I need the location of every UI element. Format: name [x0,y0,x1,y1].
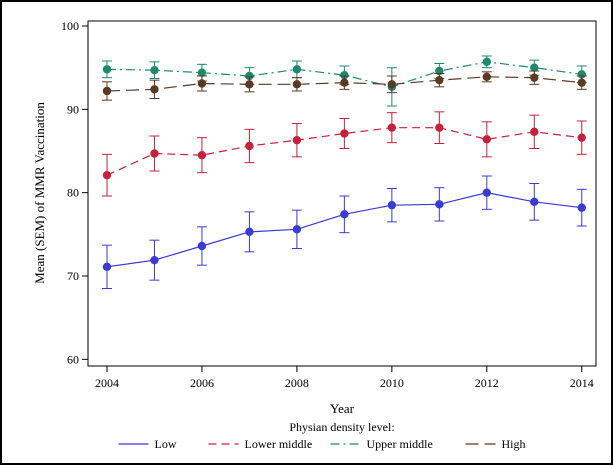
data-point [150,255,159,265]
data-point [435,75,444,85]
data-point [482,135,492,144]
x-tick-label: 2012 [475,376,499,390]
data-point [530,197,539,207]
plot-area [87,20,597,367]
data-point [197,68,207,77]
series-high [101,70,587,101]
series-line [106,61,582,88]
data-point [530,63,539,72]
data-point [530,127,539,137]
series-lower-middle [101,111,587,197]
data-point [245,71,254,81]
data-point [530,73,539,82]
data-point [102,262,112,272]
x-tick-label: 2008 [285,376,309,390]
y-axis: 60 70 80 90 100 [61,19,88,366]
legend-title: Physian density level: [289,420,394,434]
data-point [150,85,159,94]
legend: Low Lower middle Upper middle High [118,437,526,451]
data-point [197,150,207,160]
data-point [292,65,302,74]
data-point [292,135,302,145]
y-tick-label: 70 [67,269,79,283]
data-point [197,79,207,88]
data-point [387,80,397,89]
y-tick-label: 100 [61,19,79,33]
x-axis-title: Year [330,401,355,416]
data-point [340,78,349,87]
legend-item: High [465,437,526,451]
x-tick-label: 2004 [95,376,119,390]
data-point [340,210,349,219]
legend-label: Low [155,437,177,451]
legend-item: Low [118,437,177,451]
data-point [577,203,586,212]
series-low [101,175,587,289]
data-point [197,241,207,251]
data-point [245,227,254,237]
x-tick-label: 2006 [190,376,214,390]
legend-label: High [502,437,526,451]
data-point [245,141,254,151]
x-tick-label: 2014 [570,376,594,390]
legend-item: Upper middle [330,437,433,451]
data-point [482,188,492,197]
data-point [435,123,444,132]
data-point [102,86,112,96]
data-point [102,170,112,180]
series-line [106,127,582,176]
data-point [292,225,302,234]
data-point [435,200,444,209]
data-point [102,65,112,74]
series-upper-middle [101,55,587,107]
legend-label: Upper middle [367,437,433,451]
data-point [482,57,492,67]
y-tick-label: 60 [67,352,79,366]
data-point [340,70,349,80]
data-point [482,72,492,82]
data-point [387,200,397,210]
data-point [577,133,586,142]
data-point [340,129,349,138]
y-axis-title: Mean (SEM) of MMR Vaccination [32,102,47,284]
data-point [150,65,159,75]
legend-item: Lower middle [208,437,313,451]
data-point [245,80,254,89]
data-point [577,78,586,87]
x-axis: 2004 2006 2008 2010 2012 2014 [95,366,594,390]
y-tick-label: 90 [67,102,79,116]
data-point [150,149,159,158]
x-tick-label: 2010 [380,376,404,390]
y-tick-label: 80 [67,186,79,200]
data-point [292,80,302,89]
legend-label: Lower middle [245,437,313,451]
data-point [387,123,397,132]
series-layer [101,55,587,289]
